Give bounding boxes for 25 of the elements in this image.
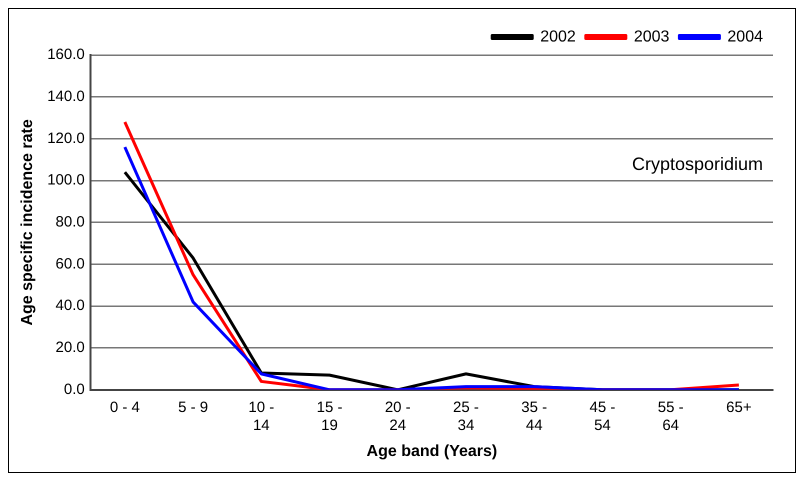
x-tick-label: 20 - 24 bbox=[384, 398, 411, 434]
x-tick-label: 10 - 14 bbox=[248, 398, 274, 434]
x-tick-label: 25 - 34 bbox=[453, 398, 479, 434]
x-tick-label: 45 - 54 bbox=[590, 398, 616, 434]
x-axis-title: Age band (Years) bbox=[366, 442, 498, 460]
y-tick-label: 120.0 bbox=[47, 130, 85, 147]
y-tick-label: 60.0 bbox=[56, 255, 85, 272]
y-tick-label: 140.0 bbox=[47, 88, 85, 105]
y-axis-title: Age specific incidence rate bbox=[19, 119, 36, 326]
y-tick-label: 40.0 bbox=[56, 297, 85, 314]
x-tick-label: 35 - 44 bbox=[521, 398, 548, 434]
legend-label: 2003 bbox=[634, 28, 670, 46]
x-tick-label: 0 - 4 bbox=[110, 398, 140, 416]
annotation: Cryptosporidium bbox=[632, 154, 763, 174]
y-tick-label: 20.0 bbox=[56, 339, 85, 356]
x-tick-label: 15 - 19 bbox=[316, 398, 342, 434]
legend-label: 2002 bbox=[540, 28, 576, 46]
y-tick-label: 0.0 bbox=[64, 380, 85, 398]
y-tick-label: 160.0 bbox=[47, 46, 85, 64]
legend-label: 2004 bbox=[727, 28, 764, 46]
x-tick-label: 65+ bbox=[726, 398, 752, 416]
y-tick-label: 100.0 bbox=[47, 172, 85, 189]
x-tick-label: 5 - 9 bbox=[178, 398, 208, 416]
x-tick-label: 55 - 64 bbox=[658, 398, 684, 434]
y-tick-label: 80.0 bbox=[56, 214, 85, 231]
